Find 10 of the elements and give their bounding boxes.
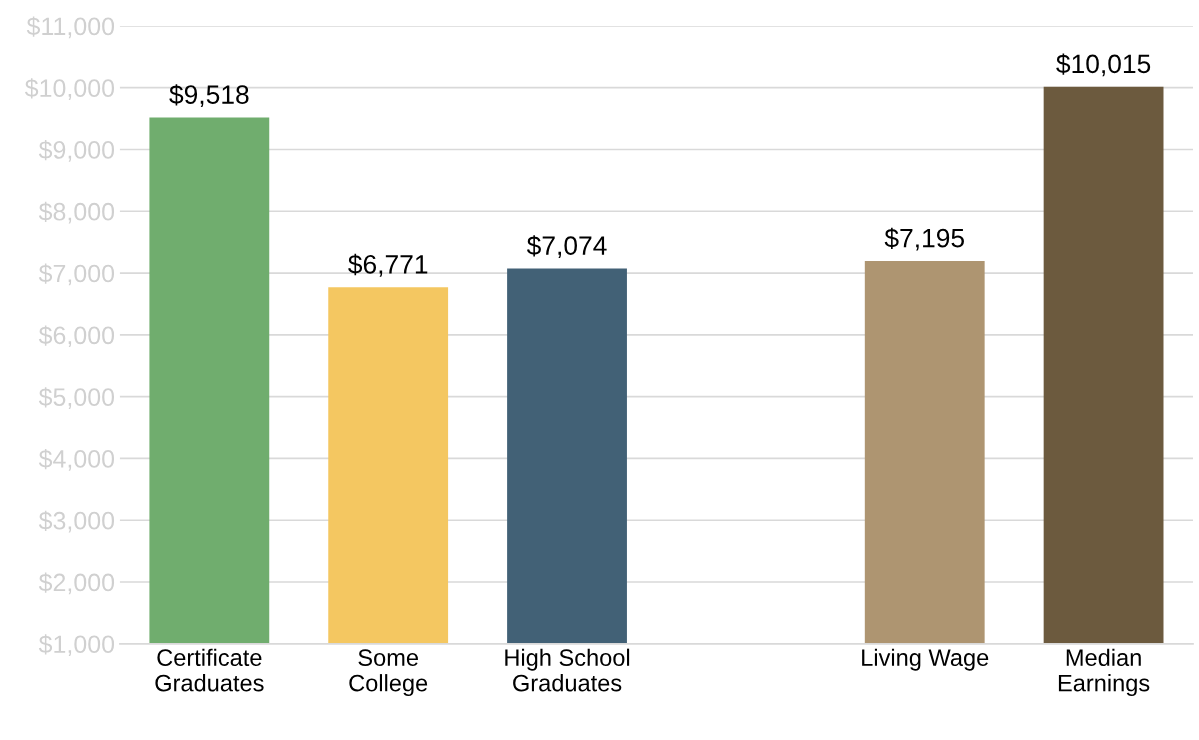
x-tick-label: Median Earnings xyxy=(1058,648,1150,697)
data-label: $7,195 xyxy=(884,227,964,251)
data-label: $10,015 xyxy=(1056,53,1151,77)
x-tick-label: Some College xyxy=(349,649,428,697)
x-tick-label: High School Graduates xyxy=(505,648,630,692)
x-tick-label: Living Wage xyxy=(862,648,989,671)
data-label: $6,771 xyxy=(348,253,428,277)
x-tick-label: Certificate Graduates xyxy=(155,648,264,692)
data-label: $9,518 xyxy=(169,84,249,108)
data-label: $7,074 xyxy=(526,235,607,259)
